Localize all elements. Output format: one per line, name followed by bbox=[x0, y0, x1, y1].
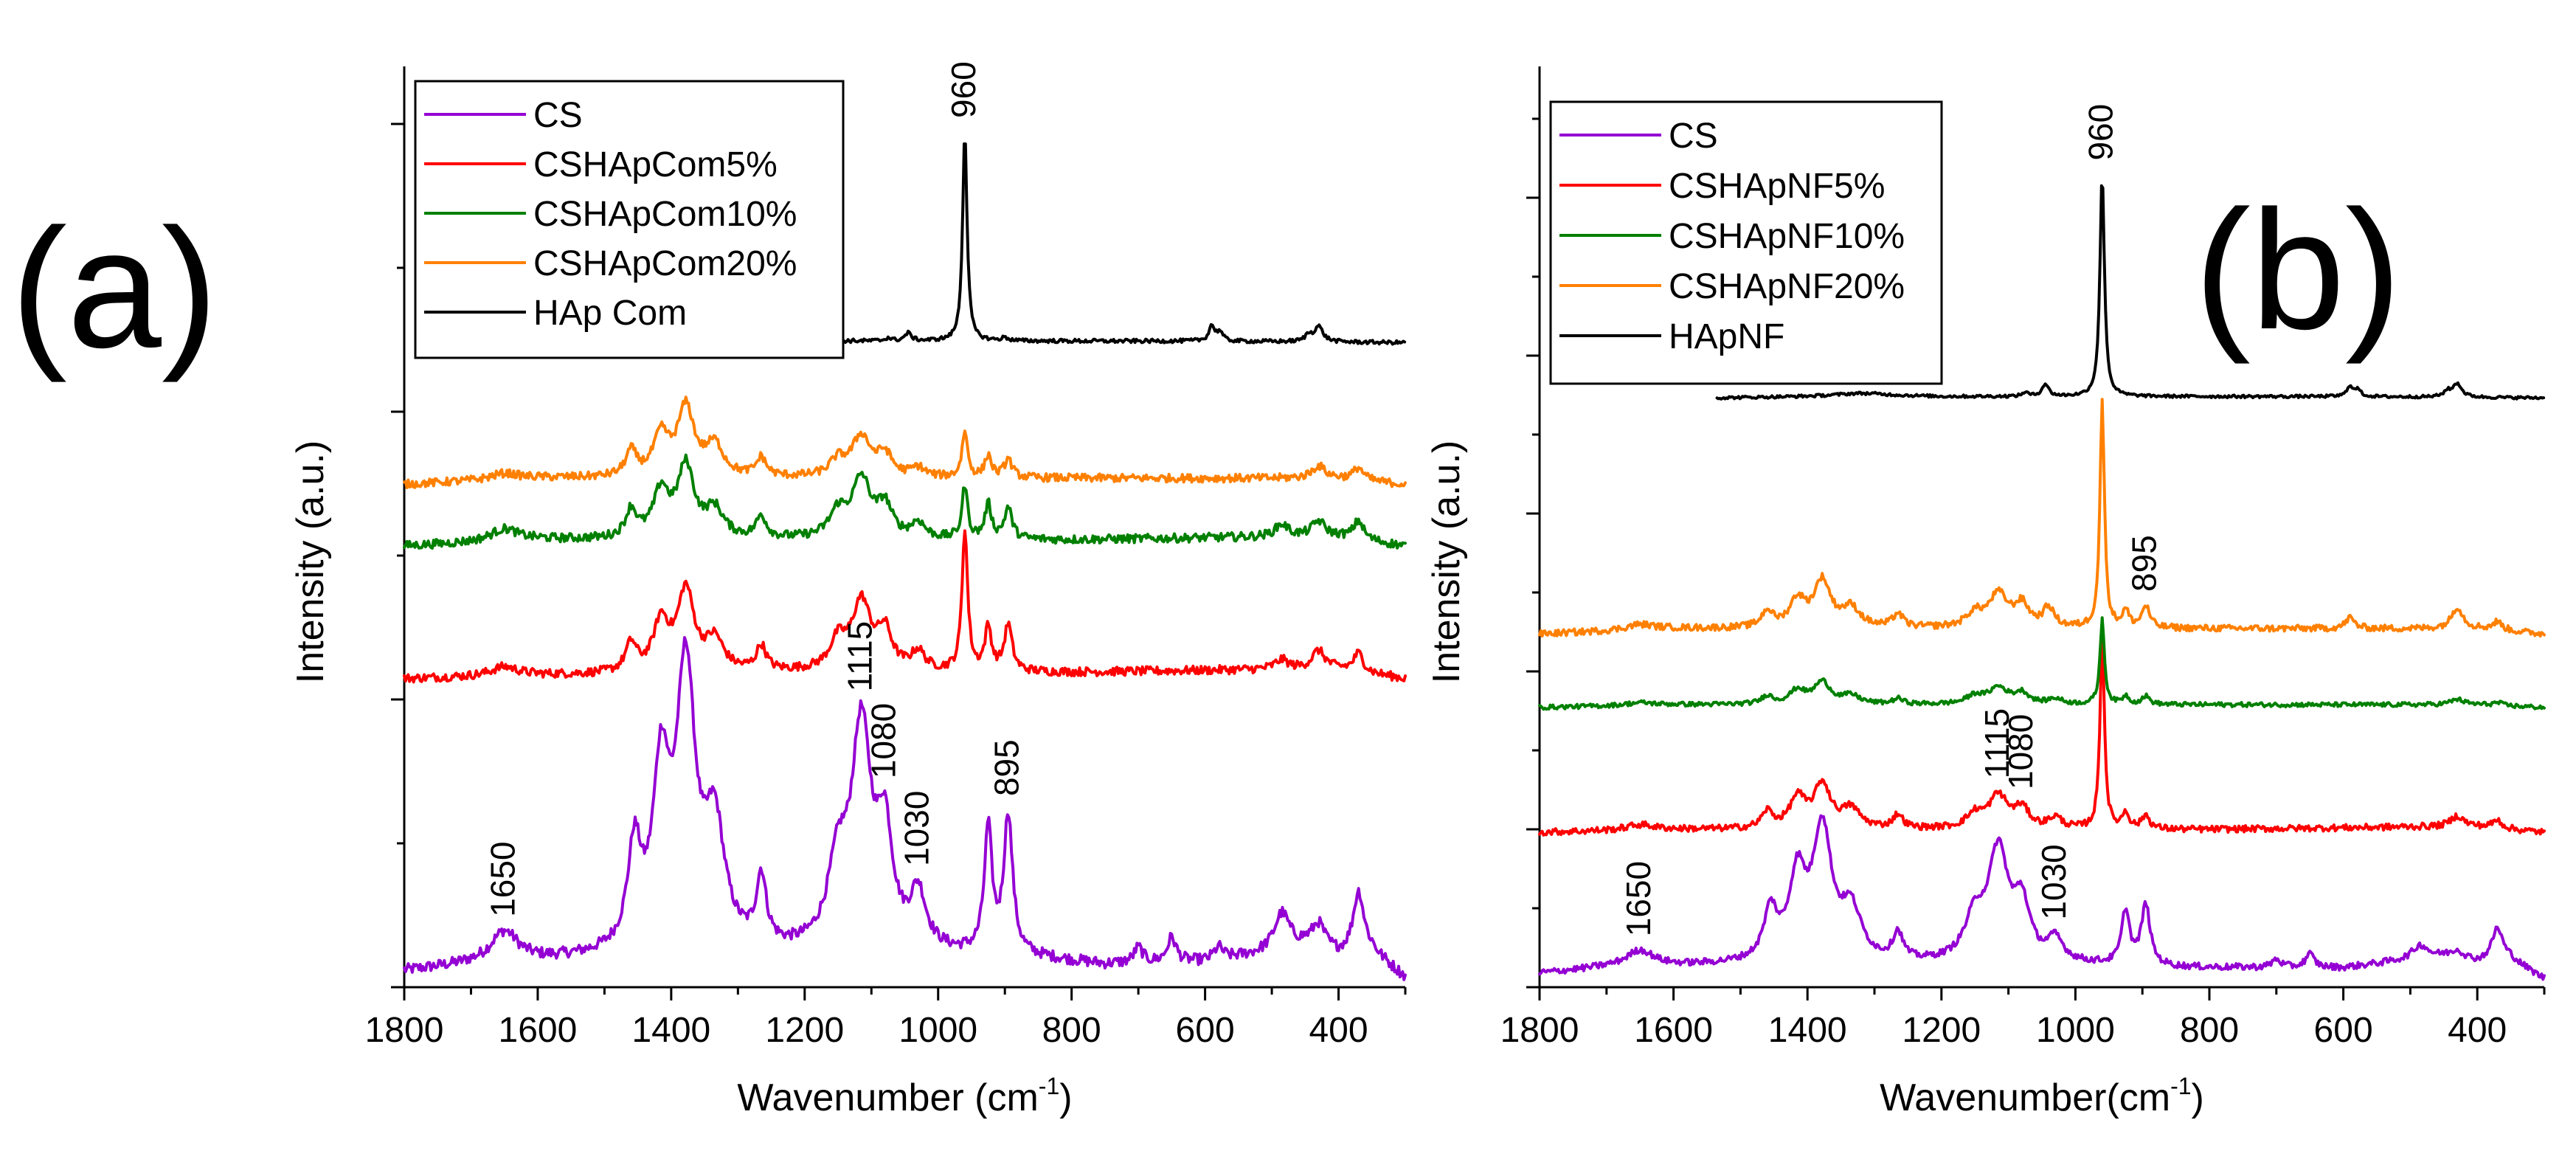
x-tick-label: 1400 bbox=[1768, 1011, 1847, 1050]
legend-label: CSHApNF10% bbox=[1669, 217, 1905, 256]
legend-label: CS bbox=[533, 96, 583, 135]
legend-label: CSHApNF5% bbox=[1669, 167, 1885, 206]
series-line-hapnf bbox=[1715, 184, 2546, 401]
x-axis-label: Wavenumber (cm-1) bbox=[737, 1073, 1072, 1119]
series-line-cshapcom20- bbox=[403, 395, 1407, 489]
x-tick-label: 400 bbox=[1309, 1011, 1368, 1050]
x-axis-label-superscript: -1 bbox=[1039, 1073, 1059, 1099]
x-axis-label-main: Wavenumber(cm bbox=[1880, 1076, 2170, 1119]
x-tick-label: 1200 bbox=[1902, 1011, 1981, 1050]
peak-annotation: 1030 bbox=[2035, 844, 2073, 919]
y-axis-label: Intensity (a.u.) bbox=[289, 440, 332, 683]
x-axis-label-end: ) bbox=[1059, 1076, 1072, 1119]
legend-label: CSHApNF20% bbox=[1669, 267, 1905, 306]
x-tick-label: 1600 bbox=[1634, 1011, 1713, 1050]
x-tick-label: 1400 bbox=[631, 1011, 710, 1050]
x-tick-label: 600 bbox=[2314, 1011, 2373, 1050]
x-axis-label-end: ) bbox=[2192, 1076, 2204, 1119]
panel-label-b: (b) bbox=[2194, 175, 2401, 364]
legend: CS CSHApCom5% CSHApCom10% CSHApCom20% HAp Co… bbox=[414, 80, 845, 359]
peak-annotation: 960 bbox=[2082, 104, 2120, 161]
x-tick-label: 400 bbox=[2448, 1011, 2507, 1050]
x-tick-label: 1000 bbox=[899, 1011, 977, 1050]
x-tick-label: 600 bbox=[1176, 1011, 1235, 1050]
legend-label: CSHApCom20% bbox=[533, 244, 797, 283]
peak-annotation: 895 bbox=[988, 739, 1026, 796]
series-line-cs bbox=[1538, 814, 2546, 981]
legend-label: CS bbox=[1669, 117, 1718, 156]
peak-annotation: 1650 bbox=[1619, 861, 1658, 936]
x-tick-label: 1000 bbox=[2036, 1011, 2115, 1050]
series-line-cshapcom5- bbox=[403, 529, 1407, 684]
panel-label-a: (a) bbox=[10, 193, 218, 383]
x-tick-label: 1800 bbox=[1500, 1011, 1579, 1050]
peak-annotation: 1080 bbox=[2001, 714, 2040, 789]
series-line-cshapnf20- bbox=[1538, 398, 2546, 638]
x-axis-label: Wavenumber(cm-1) bbox=[1880, 1073, 2204, 1119]
chart-panel-a: 1800 1600 1400 1200 1000 800 600 400 Wavenumber … bbox=[289, 61, 1407, 1119]
y-axis-label: Intensity (a.u.) bbox=[1425, 440, 1468, 683]
series-line-cshapnf10- bbox=[1538, 616, 2546, 711]
peak-annotation: 1650 bbox=[484, 841, 522, 916]
legend-label: CSHApCom10% bbox=[533, 195, 797, 234]
peak-annotation: 1080 bbox=[864, 703, 902, 778]
peak-annotation: 895 bbox=[2125, 535, 2164, 592]
legend-label: HAp Com bbox=[533, 294, 687, 333]
legend-label: HApNF bbox=[1669, 317, 1784, 356]
series-line-cs bbox=[403, 636, 1407, 981]
peak-annotation: 1115 bbox=[1978, 708, 2016, 779]
x-axis-label-main: Wavenumber (cm bbox=[737, 1076, 1038, 1119]
legend: CS CSHApNF5% CSHApNF10% CSHApNF20% HApNF bbox=[1549, 100, 1943, 385]
x-tick-label: 800 bbox=[2180, 1011, 2239, 1050]
x-tick-label: 1200 bbox=[765, 1011, 844, 1050]
peak-annotation: 1115 bbox=[841, 621, 879, 692]
series-line-cshapnf5- bbox=[1538, 638, 2546, 837]
peak-annotation: 960 bbox=[944, 61, 983, 118]
legend-label: CSHApCom5% bbox=[533, 145, 778, 184]
peak-annotation: 1030 bbox=[898, 791, 936, 866]
x-tick-label: 1600 bbox=[499, 1011, 578, 1050]
chart-panel-b: 1800 1600 1400 1200 1000 800 600 400 Wavenumber(… bbox=[1425, 66, 2546, 1119]
x-axis-label-superscript: -1 bbox=[2170, 1073, 2191, 1099]
x-tick-label: 1800 bbox=[365, 1011, 444, 1050]
x-tick-label: 800 bbox=[1042, 1011, 1101, 1050]
series-line-cshapcom10- bbox=[403, 453, 1407, 550]
